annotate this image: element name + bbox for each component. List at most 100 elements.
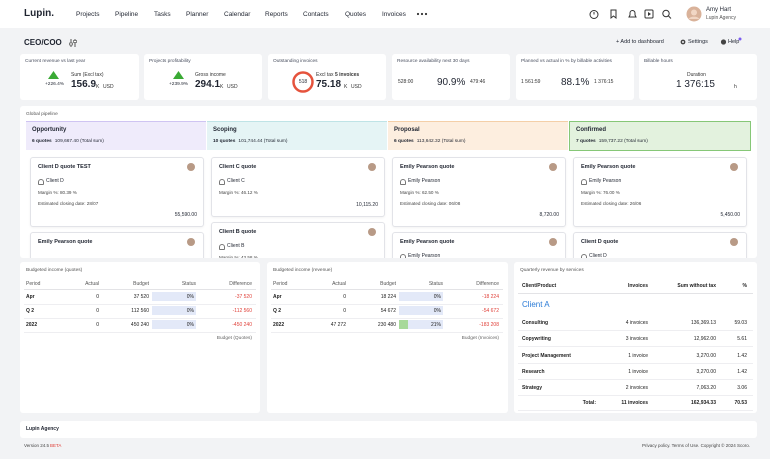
more-icon[interactable] xyxy=(416,11,428,17)
column-header: Invoices xyxy=(627,283,648,289)
kpi-card: Current revenue vs last year +226.4% Sum… xyxy=(20,54,139,100)
logo[interactable]: Lupin. xyxy=(24,8,54,19)
nav-item[interactable]: Quotes xyxy=(345,11,366,18)
gauge-value: 518 xyxy=(298,79,308,85)
service-name: Strategy xyxy=(522,385,543,392)
status-label: 21% xyxy=(430,322,441,328)
column-name: Opportunity xyxy=(32,127,67,133)
add-to-dashboard[interactable]: + Add to dashboard xyxy=(616,39,664,45)
nav-item[interactable]: Pipeline xyxy=(115,11,139,18)
kpi-currency: USD xyxy=(103,84,114,90)
sum: 3,270.00 xyxy=(696,368,716,375)
budget: 37 520 xyxy=(133,294,149,300)
table-footer: Budget (Quotes) xyxy=(216,336,252,341)
service-name: Consulting xyxy=(522,320,549,326)
up-arrow xyxy=(173,71,184,79)
settings-button[interactable]: Settings xyxy=(688,39,708,45)
avatar xyxy=(730,238,738,246)
column-header: Actual xyxy=(332,281,346,287)
column-header: Difference xyxy=(476,281,499,287)
avatar xyxy=(730,163,738,171)
status-bar: 0% xyxy=(152,292,196,301)
row-line xyxy=(518,395,753,397)
column-name: Proposal xyxy=(394,127,420,133)
actual: 0 xyxy=(96,322,99,328)
difference: -54 672 xyxy=(482,308,499,314)
legal-links[interactable]: Privacy policy. Terms of Use. Copyright … xyxy=(642,443,750,448)
kpi-label: Duration xyxy=(687,72,706,78)
difference: -18 224 xyxy=(482,294,499,300)
amount: 8,720.00 xyxy=(539,212,559,218)
kpi-currency: USD xyxy=(227,84,238,90)
client-group: Client A xyxy=(522,300,550,309)
nav-item[interactable]: Calendar xyxy=(224,11,251,18)
column-summary: 10 quotes 101,744.44 (Total sum) xyxy=(213,139,287,144)
toolbar-icons[interactable] xyxy=(588,8,678,20)
budget: 450 240 xyxy=(130,322,149,328)
kpi-value: 294.1 xyxy=(195,79,221,90)
kpi-title: Planned vs actual in % by billable activ… xyxy=(521,59,612,64)
table-title: Quarterly revenue by services xyxy=(520,268,584,273)
column-summary: 6 quotes 113,642.32 (Total sum) xyxy=(394,139,465,144)
column-header: Confirmed 7 quotes 159,737.22 (Total sum) xyxy=(569,121,751,151)
invoice-count: 3 invoices xyxy=(625,336,648,343)
row-line xyxy=(271,318,503,319)
quote-title: Client C quote xyxy=(219,164,257,170)
avatar xyxy=(549,163,557,171)
row-line xyxy=(518,410,753,411)
quote-count: 6 quotes xyxy=(394,139,414,144)
column-header: % xyxy=(742,283,747,289)
avatar xyxy=(549,238,557,246)
help-button[interactable]: Help xyxy=(728,39,740,45)
quote-title: Emily Pearson quote xyxy=(400,239,455,245)
column-header: Period xyxy=(26,281,41,287)
filter-icon[interactable] xyxy=(69,39,78,47)
status-label: 0% xyxy=(433,294,441,300)
kpi-card: Billable hours Duration 1 376:15 h xyxy=(639,54,757,100)
row-line xyxy=(518,362,753,364)
total-sum: 113,642.32 (Total sum) xyxy=(416,139,466,144)
nav-item[interactable]: Tasks xyxy=(154,11,171,18)
row-line xyxy=(271,332,503,333)
column-header: Budget xyxy=(133,281,149,287)
column-header: Actual xyxy=(85,281,99,287)
budget: 230 480 xyxy=(377,322,396,328)
user-name[interactable]: Amy Hart xyxy=(706,7,732,13)
invoice-count: 1 invoice xyxy=(628,368,648,375)
nav-item[interactable]: Contacts xyxy=(303,11,329,18)
table-footer: Budget (Invoices) xyxy=(461,336,499,341)
quote-title: Client D quote TEST xyxy=(38,164,91,170)
user-company: Lupin Agency xyxy=(706,15,737,21)
kpi-unit: K xyxy=(220,84,224,90)
row-line xyxy=(518,378,753,380)
avatar xyxy=(187,163,195,171)
client-icon xyxy=(219,244,225,250)
nav-item[interactable]: Reports xyxy=(265,11,288,18)
kpi-count: 5 invoices xyxy=(335,72,360,78)
status-bar: 0% xyxy=(152,306,196,315)
margin: Margin %: 46.12 % xyxy=(219,190,258,195)
client-name: Client D xyxy=(589,253,607,258)
column-header: Opportunity 6 quotes 109,667.40 (Total sum… xyxy=(26,121,206,150)
status-label: 0% xyxy=(186,294,194,300)
dashboard-title[interactable]: CEO/COO xyxy=(24,38,62,47)
service-name: Copywriting xyxy=(522,336,551,343)
actual: 0 xyxy=(343,308,346,314)
actual: 0 xyxy=(343,294,346,300)
actual: 47 272 xyxy=(330,322,346,328)
kpi-title: Current revenue vs last year xyxy=(25,59,86,64)
column-header: Client/Product xyxy=(522,283,557,289)
status-bar: 0% xyxy=(399,292,443,301)
nav-item[interactable]: Invoices xyxy=(382,11,406,18)
version: Version 24.5 xyxy=(24,443,50,448)
row-line xyxy=(24,318,256,319)
nav-item[interactable]: Planner xyxy=(186,11,209,18)
status-label: 0% xyxy=(186,308,194,314)
header-line xyxy=(271,289,503,290)
amount: 55,590.00 xyxy=(174,212,197,218)
help-icon xyxy=(720,37,742,45)
sum: 136,369.13 xyxy=(690,320,716,326)
avatar[interactable] xyxy=(686,6,702,22)
nav-item[interactable]: Projects xyxy=(76,11,100,18)
period: 2022 xyxy=(273,322,285,328)
